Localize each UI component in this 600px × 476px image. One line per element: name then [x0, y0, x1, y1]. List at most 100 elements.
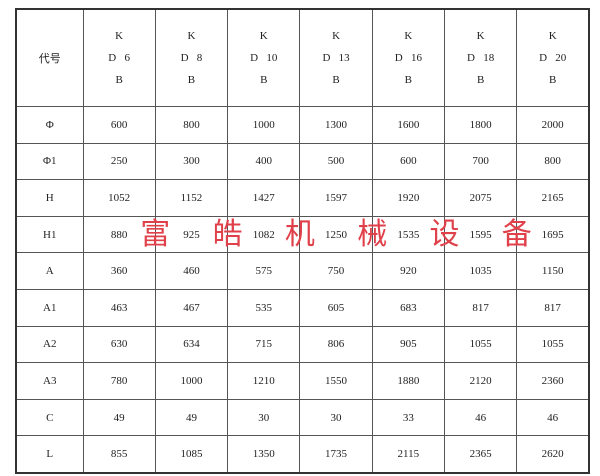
header-d-line: D 18	[445, 47, 516, 69]
table-cell: 1250	[299, 215, 373, 254]
table-row: Φ1 250 300 400 500 600 700 800	[15, 142, 591, 181]
table-cell: 750	[299, 252, 373, 290]
header-b: B	[476, 74, 485, 86]
row-label: L	[15, 435, 84, 474]
table-cell: 460	[154, 252, 229, 290]
header-d-line: D 20	[517, 47, 588, 69]
table-cell: 1082	[227, 215, 301, 254]
table-cell: 1000	[227, 106, 301, 144]
table-cell: 1350	[227, 435, 301, 474]
table-cell: 700	[443, 142, 518, 181]
table-cell: 1052	[82, 179, 156, 217]
header-size: 16	[410, 52, 422, 64]
table-cell: 2365	[443, 435, 518, 474]
table-cell: 2620	[516, 435, 591, 474]
table-cell: 467	[154, 288, 229, 327]
table-cell: 300	[154, 142, 229, 181]
table-row: A 360 460 575 750 920 1035 1150	[15, 252, 591, 290]
table-row: A3 780 1000 1210 1550 1880 2120 2360	[15, 362, 591, 400]
row-label: A	[15, 252, 84, 290]
header-model: K D 8 B	[154, 8, 229, 107]
header-d: D	[108, 52, 117, 64]
header-size: 10	[266, 52, 278, 64]
header-d-line: D 8	[156, 47, 227, 69]
table-cell: 1427	[227, 179, 301, 217]
header-model: K D 18 B	[443, 8, 518, 107]
table-cell: 630	[82, 325, 156, 364]
header-size: 18	[483, 52, 495, 64]
table-cell: 780	[82, 362, 156, 400]
header-k: K	[332, 30, 341, 42]
table-cell: 2075	[443, 179, 518, 217]
header-b: B	[187, 74, 196, 86]
header-size: 8	[196, 52, 203, 64]
header-model: K D 16 B	[371, 8, 445, 107]
table-cell: 806	[299, 325, 373, 364]
table-cell: 463	[82, 288, 156, 327]
table-cell: 1152	[154, 179, 229, 217]
table-row: L 855 1085 1350 1735 2115 2365 2620	[15, 435, 591, 474]
table-cell: 880	[82, 215, 156, 254]
header-k: K	[259, 30, 268, 42]
header-d: D	[250, 52, 259, 64]
table-cell: 2000	[516, 106, 591, 144]
table-cell: 600	[82, 106, 156, 144]
dimension-table: 代号 K D 6 B K D 8 B K D 10 B K D 13 B K D…	[15, 8, 591, 474]
header-d-line: D 13	[300, 47, 371, 69]
table-cell: 1150	[516, 252, 591, 290]
table-cell: 1595	[443, 215, 518, 254]
header-size: 20	[555, 52, 567, 64]
header-model: K D 6 B	[82, 8, 156, 107]
table-row: H1 880 925 1082 1250 1535 1595 1695	[15, 215, 591, 254]
table-cell: 817	[516, 288, 591, 327]
table-cell: 2120	[443, 362, 518, 400]
header-b: B	[404, 74, 412, 86]
table-cell: 535	[227, 288, 301, 327]
table-cell: 1920	[371, 179, 445, 217]
header-d-line: D 16	[373, 47, 444, 69]
table-cell: 2115	[371, 435, 445, 474]
row-label: C	[15, 398, 84, 437]
header-model: K D 20 B	[516, 8, 591, 107]
header-d: D	[539, 52, 548, 64]
row-label: H	[15, 179, 84, 217]
table-cell: 1535	[371, 215, 445, 254]
table-cell: 1035	[443, 252, 518, 290]
header-k: K	[115, 30, 124, 42]
header-d: D	[394, 52, 403, 64]
table-row: H 1052 1152 1427 1597 1920 2075 2165	[15, 179, 591, 217]
table-cell: 605	[299, 288, 373, 327]
table-row: A2 630 634 715 806 905 1055 1055	[15, 325, 591, 364]
table-cell: 905	[371, 325, 445, 364]
header-b: B	[549, 74, 557, 86]
header-d: D	[467, 52, 475, 64]
table-cell: 500	[299, 142, 373, 181]
header-d: D	[180, 52, 189, 64]
header-code: 代号	[15, 8, 84, 107]
table-cell: 1800	[443, 106, 518, 144]
header-d-line: D 6	[84, 47, 155, 69]
header-k: K	[404, 30, 413, 42]
table-cell: 2165	[516, 179, 591, 217]
row-label: H1	[15, 215, 84, 254]
table-cell: 30	[227, 398, 301, 437]
table-cell: 1210	[227, 362, 301, 400]
header-row: 代号 K D 6 B K D 8 B K D 10 B K D 13 B K D…	[15, 8, 591, 107]
table-cell: 2360	[516, 362, 591, 400]
table-cell: 715	[227, 325, 301, 364]
header-b: B	[260, 74, 268, 86]
table-cell: 817	[443, 288, 518, 327]
table-cell: 33	[371, 398, 445, 437]
table-cell: 925	[154, 215, 229, 254]
table-cell: 1695	[516, 215, 591, 254]
header-d-line: D 10	[228, 47, 299, 69]
table-cell: 1055	[443, 325, 518, 364]
row-label: Φ	[15, 106, 84, 144]
table-cell: 683	[371, 288, 445, 327]
table-cell: 1300	[299, 106, 373, 144]
table-cell: 1880	[371, 362, 445, 400]
table-cell: 46	[516, 398, 591, 437]
table-cell: 1055	[516, 325, 591, 364]
table-cell: 575	[227, 252, 301, 290]
table-cell: 800	[154, 106, 229, 144]
